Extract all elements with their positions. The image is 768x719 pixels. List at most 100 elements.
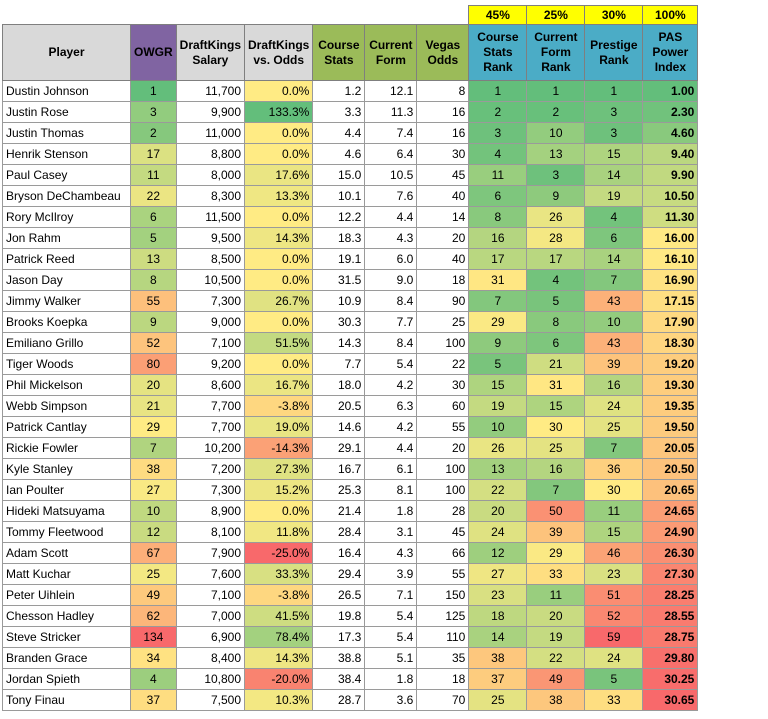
cell-vegas-odds[interactable]: 20 <box>416 437 470 459</box>
cell-vegas-odds[interactable]: 28 <box>416 500 470 522</box>
header-player[interactable]: Player <box>2 24 131 81</box>
cell-vegas-odds[interactable]: 150 <box>416 584 470 606</box>
cell-course-stats[interactable]: 26.5 <box>312 584 366 606</box>
cell-pas-index[interactable]: 20.65 <box>642 479 699 501</box>
cell-prestige-rank[interactable]: 5 <box>584 668 644 690</box>
cell-salary[interactable]: 7,200 <box>175 458 246 480</box>
header-salary[interactable]: DraftKings Salary <box>175 24 246 81</box>
cell-current-form[interactable]: 5.4 <box>364 605 418 627</box>
cell-owgr[interactable]: 20 <box>130 374 177 396</box>
cell-vegas-odds[interactable]: 90 <box>416 290 470 312</box>
cell-vs-odds[interactable]: 27.3% <box>244 458 314 480</box>
cell-salary[interactable]: 7,600 <box>175 563 246 585</box>
cell-course-stats[interactable]: 28.7 <box>312 689 366 711</box>
cell-vs-odds[interactable]: 14.3% <box>244 227 314 249</box>
cell-prestige-rank[interactable]: 39 <box>584 353 644 375</box>
header-owgr[interactable]: OWGR <box>130 24 177 81</box>
cell-vegas-odds[interactable]: 70 <box>416 689 470 711</box>
cell-owgr[interactable]: 17 <box>130 143 177 165</box>
cell-pas-index[interactable]: 9.90 <box>642 164 699 186</box>
cell-player[interactable]: Steve Stricker <box>2 626 131 648</box>
cell-course-stats[interactable]: 16.7 <box>312 458 366 480</box>
cell-prestige-rank[interactable]: 7 <box>584 269 644 291</box>
cell-vs-odds[interactable]: -14.3% <box>244 437 314 459</box>
cell-form-rank[interactable]: 50 <box>526 500 586 522</box>
header-vegas-odds[interactable]: Vegas Odds <box>416 24 470 81</box>
cell-owgr[interactable]: 2 <box>130 122 177 144</box>
cell-current-form[interactable]: 5.4 <box>364 353 418 375</box>
cell-player[interactable]: Tiger Woods <box>2 353 131 375</box>
cell-pas-index[interactable]: 20.05 <box>642 437 699 459</box>
cell-vegas-odds[interactable]: 35 <box>416 647 470 669</box>
cell-form-rank[interactable]: 20 <box>526 605 586 627</box>
cell-vegas-odds[interactable]: 14 <box>416 206 470 228</box>
cell-player[interactable]: Adam Scott <box>2 542 131 564</box>
cell-pas-index[interactable]: 19.50 <box>642 416 699 438</box>
cell-pas-index[interactable]: 28.55 <box>642 605 699 627</box>
cell-current-form[interactable]: 3.9 <box>364 563 418 585</box>
cell-course-stats[interactable]: 18.3 <box>312 227 366 249</box>
cell-course-rank[interactable]: 7 <box>468 290 528 312</box>
cell-prestige-rank[interactable]: 15 <box>584 143 644 165</box>
cell-current-form[interactable]: 7.7 <box>364 311 418 333</box>
cell-course-rank[interactable]: 1 <box>468 80 528 102</box>
cell-player[interactable]: Patrick Reed <box>2 248 131 270</box>
cell-course-rank[interactable]: 18 <box>468 605 528 627</box>
cell-vs-odds[interactable]: 0.0% <box>244 80 314 102</box>
cell-pas-index[interactable]: 24.90 <box>642 521 699 543</box>
cell-current-form[interactable]: 6.1 <box>364 458 418 480</box>
cell-owgr[interactable]: 37 <box>130 689 177 711</box>
cell-vs-odds[interactable]: -3.8% <box>244 584 314 606</box>
cell-vs-odds[interactable]: 19.0% <box>244 416 314 438</box>
cell-current-form[interactable]: 7.1 <box>364 584 418 606</box>
cell-pas-index[interactable]: 17.15 <box>642 290 699 312</box>
cell-form-rank[interactable]: 15 <box>526 395 586 417</box>
cell-form-rank[interactable]: 30 <box>526 416 586 438</box>
cell-form-rank[interactable]: 31 <box>526 374 586 396</box>
cell-course-stats[interactable]: 19.1 <box>312 248 366 270</box>
cell-vegas-odds[interactable]: 40 <box>416 248 470 270</box>
cell-current-form[interactable]: 4.3 <box>364 227 418 249</box>
cell-course-stats[interactable]: 29.4 <box>312 563 366 585</box>
cell-pas-index[interactable]: 30.65 <box>642 689 699 711</box>
cell-course-stats[interactable]: 10.1 <box>312 185 366 207</box>
header-pas-index[interactable]: PAS Power Index <box>642 24 699 81</box>
cell-salary[interactable]: 7,300 <box>175 290 246 312</box>
cell-course-stats[interactable]: 18.0 <box>312 374 366 396</box>
cell-course-rank[interactable]: 6 <box>468 185 528 207</box>
cell-course-rank[interactable]: 14 <box>468 626 528 648</box>
cell-prestige-rank[interactable]: 7 <box>584 437 644 459</box>
cell-course-rank[interactable]: 3 <box>468 122 528 144</box>
cell-player[interactable]: Justin Rose <box>2 101 131 123</box>
cell-prestige-rank[interactable]: 25 <box>584 416 644 438</box>
cell-vegas-odds[interactable]: 25 <box>416 311 470 333</box>
cell-prestige-rank[interactable]: 51 <box>584 584 644 606</box>
cell-pas-index[interactable]: 29.80 <box>642 647 699 669</box>
cell-owgr[interactable]: 27 <box>130 479 177 501</box>
cell-course-rank[interactable]: 9 <box>468 332 528 354</box>
cell-course-stats[interactable]: 38.8 <box>312 647 366 669</box>
cell-current-form[interactable]: 9.0 <box>364 269 418 291</box>
weight-total[interactable]: 100% <box>642 5 699 25</box>
cell-pas-index[interactable]: 19.30 <box>642 374 699 396</box>
cell-vs-odds[interactable]: 0.0% <box>244 248 314 270</box>
cell-prestige-rank[interactable]: 1 <box>584 80 644 102</box>
cell-pas-index[interactable]: 16.10 <box>642 248 699 270</box>
weight-prestige[interactable]: 30% <box>584 5 644 25</box>
cell-pas-index[interactable]: 4.60 <box>642 122 699 144</box>
cell-form-rank[interactable]: 17 <box>526 248 586 270</box>
cell-player[interactable]: Jordan Spieth <box>2 668 131 690</box>
cell-owgr[interactable]: 134 <box>130 626 177 648</box>
cell-vs-odds[interactable]: -3.8% <box>244 395 314 417</box>
cell-vs-odds[interactable]: 0.0% <box>244 143 314 165</box>
cell-salary[interactable]: 8,000 <box>175 164 246 186</box>
cell-current-form[interactable]: 4.4 <box>364 437 418 459</box>
cell-prestige-rank[interactable]: 33 <box>584 689 644 711</box>
cell-current-form[interactable]: 4.4 <box>364 206 418 228</box>
cell-form-rank[interactable]: 28 <box>526 227 586 249</box>
cell-course-rank[interactable]: 17 <box>468 248 528 270</box>
cell-owgr[interactable]: 11 <box>130 164 177 186</box>
cell-prestige-rank[interactable]: 43 <box>584 290 644 312</box>
cell-vs-odds[interactable]: -25.0% <box>244 542 314 564</box>
cell-prestige-rank[interactable]: 10 <box>584 311 644 333</box>
